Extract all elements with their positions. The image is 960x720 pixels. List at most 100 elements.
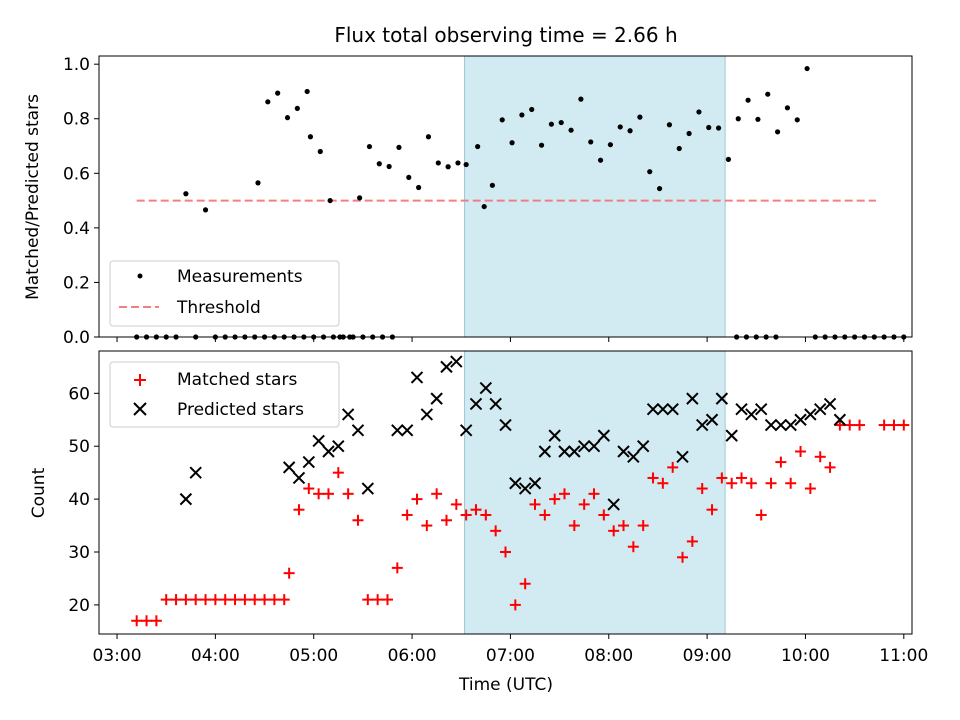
- measurement-point: [406, 174, 412, 181]
- matched-star-point: [450, 498, 462, 510]
- bottom-ytick-label: 30: [68, 543, 90, 563]
- top-panel-title: Flux total observing time = 2.66 h: [334, 23, 677, 47]
- measurement-point: [597, 157, 604, 163]
- matched-star-point: [804, 483, 816, 495]
- legend-threshold-label: Threshold: [176, 298, 261, 318]
- top-ytick-label: 0.6: [63, 164, 90, 184]
- predicted-star-point: [440, 360, 453, 374]
- measurement-point: [548, 121, 554, 127]
- matched-star-point: [219, 594, 231, 606]
- top-shaded-interval: [464, 55, 726, 338]
- measurement-point: [529, 106, 535, 113]
- top-legend: Measurements Threshold: [109, 260, 340, 327]
- measurement-point: [607, 142, 614, 148]
- predicted-star-point: [341, 408, 355, 421]
- predicted-star-point: [361, 482, 375, 495]
- measurement-point: [376, 161, 382, 167]
- predicted-star-point: [450, 355, 463, 368]
- matched-star-point: [362, 594, 374, 606]
- predicted-star-point: [823, 397, 837, 411]
- predicted-star-point: [577, 440, 591, 453]
- matched-star-point: [239, 594, 251, 606]
- matched-star-point: [440, 514, 452, 526]
- measurement-point: [463, 161, 469, 168]
- matched-star-point: [736, 472, 748, 484]
- matched-star-point: [667, 461, 679, 473]
- matched-star-point: [637, 520, 649, 532]
- bottom-xtick-label: 03:00: [93, 646, 142, 666]
- measurement-point: [435, 160, 441, 166]
- bottom-plot-frame: [98, 350, 913, 635]
- measurement-point: [696, 109, 702, 115]
- measurement-point: [765, 91, 771, 97]
- measurement-point: [416, 184, 422, 191]
- measurement-point: [284, 115, 291, 121]
- matched-star-point: [706, 504, 718, 516]
- bottom-ytick-label: 50: [68, 437, 90, 457]
- matched-star-point: [372, 594, 384, 606]
- predicted-star-point: [332, 440, 345, 453]
- predicted-star-point: [548, 429, 561, 442]
- predicted-star-point: [568, 445, 581, 458]
- matched-star-point: [878, 419, 890, 431]
- matched-star-point: [529, 498, 541, 510]
- predicted-star-point: [676, 450, 689, 464]
- predicted-star-point: [656, 402, 670, 416]
- measurement-point: [558, 119, 564, 126]
- measurement-point: [304, 88, 310, 95]
- legend-predicted-marker: [133, 402, 147, 416]
- measurement-point: [475, 143, 481, 150]
- matched-star-point: [785, 477, 797, 489]
- measurement-point: [774, 129, 781, 135]
- measurement-point: [794, 117, 800, 123]
- matched-star-point: [549, 493, 561, 505]
- legend-matched-label: Matched stars: [177, 370, 297, 390]
- bottom-legend-box: [109, 361, 340, 428]
- predicted-star-point: [312, 434, 325, 448]
- measurement-point: [183, 191, 189, 197]
- matched-star-point: [421, 520, 433, 532]
- matched-star-point: [834, 419, 846, 431]
- predicted-star-point: [804, 408, 817, 421]
- predicted-star-point: [528, 477, 542, 490]
- matched-star-point: [411, 493, 423, 505]
- legend-measurements-marker: [137, 273, 143, 279]
- matched-star-point: [141, 615, 153, 627]
- predicted-star-point: [509, 477, 522, 490]
- measurement-point: [317, 148, 323, 155]
- bottom-xtick-label: 07:00: [486, 646, 535, 666]
- top-ytick-label: 0.2: [63, 273, 90, 293]
- matched-star-point: [249, 594, 261, 606]
- measurement-point: [538, 142, 545, 148]
- predicted-star-point: [459, 424, 473, 437]
- measurement-point: [755, 116, 761, 122]
- matched-star-point: [229, 594, 241, 606]
- predicted-star-point: [814, 402, 827, 416]
- matched-star-point: [598, 509, 610, 521]
- top-shaded-band: [464, 55, 726, 338]
- measurement-point: [499, 117, 505, 123]
- matched-star-point: [608, 525, 620, 537]
- matched-star-point: [795, 446, 807, 458]
- measurement-point: [647, 169, 653, 175]
- measurement-point: [666, 122, 673, 128]
- bottom-ytick-label: 60: [68, 384, 90, 404]
- predicted-star-point: [754, 402, 768, 416]
- matched-star-point: [509, 599, 521, 611]
- matched-star-point: [775, 456, 787, 468]
- measurement-point: [637, 114, 643, 120]
- measurement-point: [588, 139, 594, 145]
- top-x-ticks: [116, 337, 905, 342]
- matched-star-point: [888, 419, 900, 431]
- measurement-point: [686, 130, 692, 137]
- measurement-point: [425, 134, 432, 140]
- matched-star-point: [696, 483, 708, 495]
- bottom-xtick-label: 04:00: [191, 646, 240, 666]
- top-panel: 0.0 0.2 0.4 0.6 0.8 1.0 Matched/Predicted sta…: [23, 55, 913, 348]
- measurement-point: [725, 156, 732, 162]
- matched-star-point: [519, 578, 531, 590]
- measurement-point: [255, 180, 261, 186]
- matched-star-point: [268, 594, 280, 606]
- predicted-star-point: [179, 492, 193, 506]
